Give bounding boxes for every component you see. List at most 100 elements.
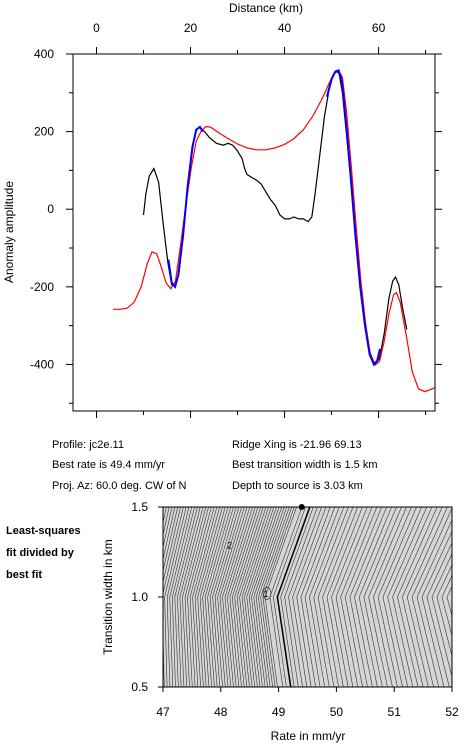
contour-line <box>462 503 467 697</box>
contour-line <box>457 503 467 697</box>
contour-line <box>331 507 368 687</box>
y-tick-label: 400 <box>34 47 54 61</box>
contour-group <box>163 503 467 697</box>
contour-line <box>377 507 417 687</box>
side-note-line-2: fit divided by <box>6 547 75 559</box>
contour-line <box>363 507 402 687</box>
contour-line <box>358 507 397 687</box>
bold-contour-line <box>276 507 311 687</box>
contour-line <box>441 574 452 638</box>
contour-line <box>354 507 392 687</box>
contour-line <box>202 507 229 687</box>
minimum-contour <box>262 587 272 600</box>
contour-line <box>272 507 306 687</box>
contour-line <box>387 507 428 687</box>
misfit-x-tick-label: 47 <box>156 705 170 719</box>
proj-az-text: Proj. Az: 60.0 deg. CW of N <box>52 480 187 492</box>
misfit-y-tick-label: 1.5 <box>131 500 148 514</box>
contour-line <box>340 507 378 687</box>
contour-label: 1 <box>263 589 268 599</box>
best-width-text: Best transition width is 1.5 km <box>232 459 378 471</box>
misfit-x-tick-label: 51 <box>388 705 402 719</box>
contour-line <box>194 507 221 687</box>
contour-line <box>163 507 176 561</box>
contour-line <box>241 507 272 687</box>
contour-line <box>204 507 232 687</box>
y-tick-label: -400 <box>30 357 54 371</box>
contour-line <box>309 507 345 687</box>
y-tick-label: 0 <box>47 202 54 216</box>
contour-line <box>251 507 283 687</box>
contour-line <box>253 507 285 687</box>
contour-line <box>189 507 215 687</box>
contour-line <box>164 507 187 687</box>
contour-line <box>169 507 193 687</box>
contour-line <box>222 507 251 687</box>
profile-chart: Distance (km) Anomaly amplitude 0 20 40 60 4… <box>2 1 442 418</box>
contour-line <box>264 507 297 687</box>
contour-line <box>163 507 179 573</box>
side-note-line-3: best fit <box>6 569 42 581</box>
x-tick-label: 60 <box>372 21 386 35</box>
contour-line <box>246 507 277 687</box>
contour-line <box>406 507 448 687</box>
misfit-y-tick-label: 1.0 <box>131 590 148 604</box>
contour-line <box>187 507 212 687</box>
contour-line <box>214 507 243 687</box>
contour-line <box>248 507 280 687</box>
misfit-x-tick-label: 49 <box>272 705 286 719</box>
contour-line <box>304 507 340 687</box>
contour-line <box>227 507 256 687</box>
contour-line <box>401 507 443 687</box>
contour-line <box>258 507 290 687</box>
contour-line <box>392 507 433 687</box>
contour-line <box>284 507 318 687</box>
misfit-x-axis-title: Rate in mm/yr <box>271 729 346 743</box>
contour-line <box>239 507 269 687</box>
contour-line <box>368 507 407 687</box>
contour-line <box>292 507 327 687</box>
misfit-y-tick-label: 0.5 <box>131 680 148 694</box>
ridge-xing-text: Ridge Xing is -21.96 69.13 <box>232 439 362 451</box>
contour-line <box>163 507 184 687</box>
contour-label: 2 <box>227 540 232 550</box>
contour-line <box>243 507 275 687</box>
contour-line <box>426 541 452 687</box>
profile-text: Profile: jc2e.11 <box>52 439 124 451</box>
series-group <box>113 68 435 393</box>
misfit-x-tick-label: 50 <box>330 705 344 719</box>
contour-line <box>262 507 295 687</box>
contour-line <box>255 507 288 687</box>
contour-line <box>163 507 181 584</box>
observed-profile-line <box>142 70 408 366</box>
info-panel: Profile: jc2e.11 Best rate is 49.4 mm/yr… <box>52 439 378 492</box>
y-tick-label: 200 <box>34 125 54 139</box>
contour-line <box>431 553 452 678</box>
top-axis-ticks: 0 20 40 60 400 200 0 -200 -400 <box>30 21 442 418</box>
side-note: Least-squares fit divided by best fit <box>6 525 81 581</box>
contour-line <box>199 507 226 687</box>
contour-line <box>163 507 173 549</box>
model-profile-line <box>113 69 435 393</box>
contour-line <box>436 564 452 658</box>
plot-frame <box>72 53 436 412</box>
x-tick-label: 0 <box>93 21 100 35</box>
contour-line <box>326 507 363 687</box>
contour-line <box>280 507 314 687</box>
contour-line <box>184 507 209 687</box>
contour-line <box>300 507 336 687</box>
misfit-axis-ticks: 47 48 49 50 51 52 0.5 1.0 1.5 <box>131 500 459 719</box>
contour-line <box>219 507 248 687</box>
contour-line <box>288 507 322 687</box>
contour-line <box>179 507 204 687</box>
best-rate-text: Best rate is 49.4 mm/yr <box>52 459 165 471</box>
contour-line <box>174 507 198 687</box>
depth-text: Depth to source is 3.03 km <box>232 480 363 492</box>
contour-line <box>313 507 349 687</box>
misfit-x-tick-label: 48 <box>214 705 228 719</box>
contour-line <box>171 507 195 687</box>
contour-line <box>192 507 218 687</box>
contour-line <box>260 507 293 687</box>
contour-line <box>451 596 452 598</box>
